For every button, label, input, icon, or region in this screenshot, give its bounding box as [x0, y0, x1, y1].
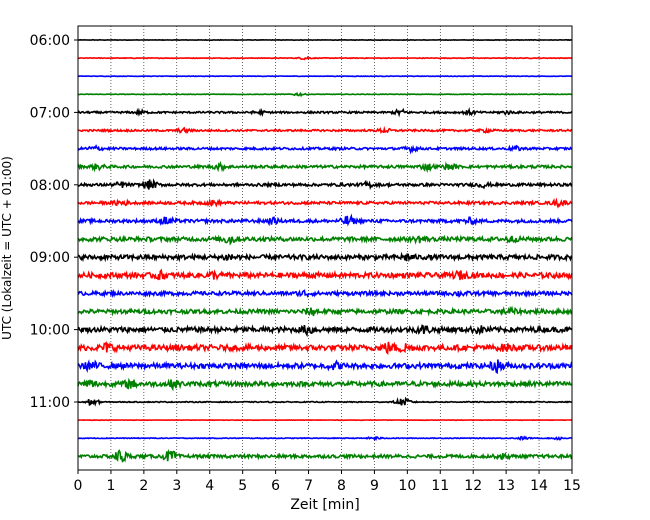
trace-0900 [77, 251, 573, 263]
trace-0945 [77, 305, 573, 317]
trace-0845 [77, 234, 573, 246]
y-axis: 06:00 07:00 08:00 09:00 10:00 11:00 [30, 33, 78, 411]
x-tick-label: 2 [139, 478, 148, 494]
x-tick-label: 10 [398, 478, 416, 494]
y-tick-label: 09:00 [30, 250, 70, 266]
plot-background [78, 26, 572, 470]
trace-0715 [77, 125, 573, 134]
x-tick-label: 14 [530, 478, 548, 494]
x-tick-label: 1 [106, 478, 115, 494]
trace-0615 [77, 55, 573, 61]
x-tick-label: 15 [563, 478, 581, 494]
y-tick-label: 07:00 [30, 105, 70, 121]
trace-1145 [77, 448, 573, 463]
trace-1045 [77, 377, 573, 392]
y-tick-label: 06:00 [30, 33, 70, 49]
grid [110, 26, 540, 470]
traces [77, 38, 573, 463]
x-tick-label: 9 [370, 478, 379, 494]
trace-0800 [77, 178, 573, 191]
x-tick-label: 4 [205, 478, 214, 494]
y-tick-label: 10:00 [30, 323, 70, 339]
x-tick-label: 3 [172, 478, 181, 494]
x-tick-label: 12 [464, 478, 482, 494]
x-tick-label: 8 [337, 478, 346, 494]
x-tick-label: 11 [431, 478, 449, 494]
x-axis-label: Zeit [min] [290, 497, 359, 513]
trace-0930 [77, 288, 573, 299]
x-tick-label: 5 [238, 478, 247, 494]
trace-0645 [77, 91, 573, 98]
y-axis-label: UTC (Lokalzeit = UTC + 01:00) [0, 156, 14, 340]
y-tick-label: 11:00 [30, 395, 70, 411]
trace-1015 [77, 340, 573, 355]
trace-0745 [77, 160, 573, 174]
plot-frame [77, 25, 573, 471]
x-tick-label: 6 [271, 478, 280, 494]
x-tick-label: 0 [74, 478, 83, 494]
trace-0730 [77, 144, 573, 155]
x-tick-label: 13 [497, 478, 515, 494]
x-tick-label: 7 [304, 478, 313, 494]
trace-1030 [77, 359, 573, 375]
trace-1000 [77, 324, 573, 338]
trace-1100 [77, 396, 572, 407]
trace-0915 [77, 268, 573, 281]
y-tick-label: 08:00 [30, 178, 70, 194]
x-axis: 0 1 2 3 4 5 6 7 8 9 10 11 12 13 14 15 [74, 470, 581, 494]
trace-0815 [77, 197, 573, 209]
trace-0830 [77, 213, 573, 227]
trace-1130 [78, 435, 573, 442]
trace-0700 [77, 106, 573, 118]
